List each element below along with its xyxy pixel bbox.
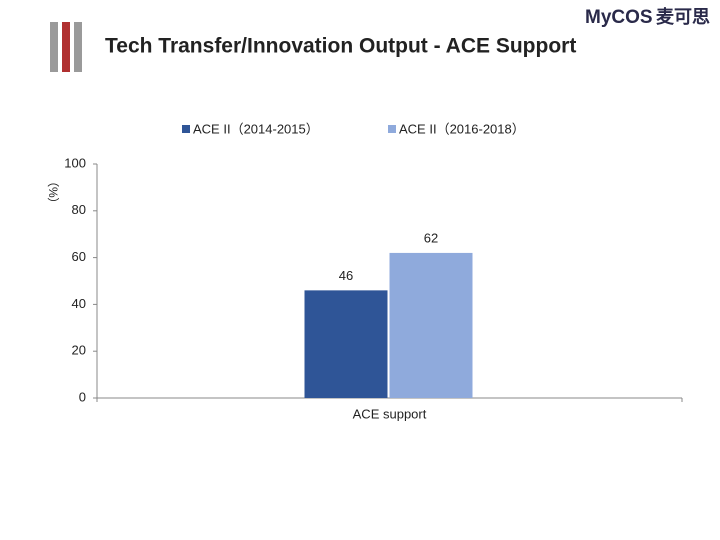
legend-label: ACE II（2014-2015） xyxy=(193,121,319,136)
y-tick-label: 100 xyxy=(64,155,86,170)
bar xyxy=(304,290,388,398)
legend-swatch xyxy=(388,125,396,133)
bar xyxy=(389,252,473,398)
legend-swatch xyxy=(182,125,190,133)
y-axis-label: （%） xyxy=(46,175,60,210)
y-tick-label: 60 xyxy=(72,249,86,264)
y-tick-label: 20 xyxy=(72,343,86,358)
legend-label: ACE II（2016-2018） xyxy=(399,121,525,136)
logo-chinese: 麦可思 xyxy=(656,6,710,27)
logo-brand: MyCOS xyxy=(585,7,653,28)
y-tick-label: 40 xyxy=(72,296,86,311)
value-label: 46 xyxy=(339,268,353,283)
title-decoration xyxy=(50,22,82,72)
chart-title: Tech Transfer/Innovation Output - ACE Su… xyxy=(105,35,576,58)
y-tick-label: 0 xyxy=(79,389,86,404)
x-tick-label: ACE support xyxy=(353,406,427,421)
value-label: 62 xyxy=(424,230,438,245)
y-tick-label: 80 xyxy=(72,202,86,217)
